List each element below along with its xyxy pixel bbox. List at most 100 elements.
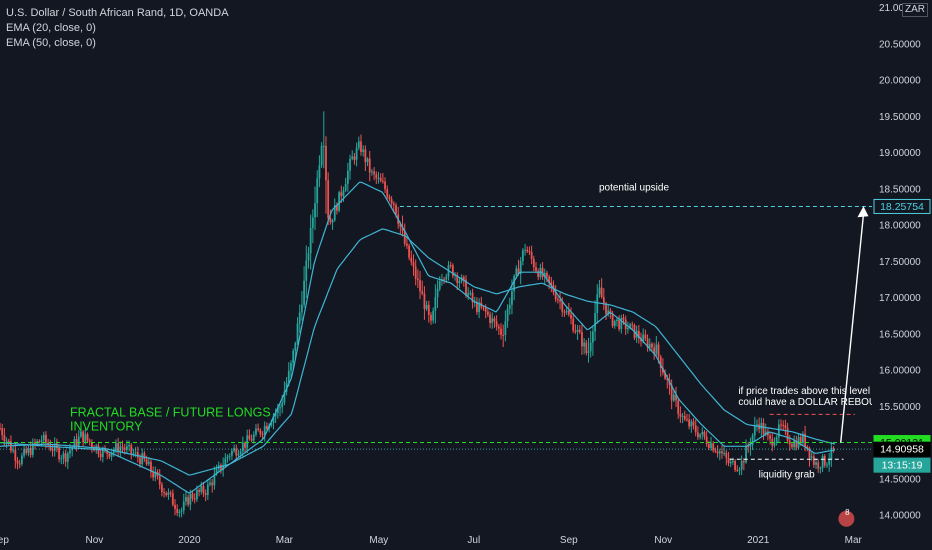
candle-body	[701, 431, 704, 435]
candle-body	[252, 434, 255, 441]
candle-body	[672, 394, 675, 401]
candle-body	[408, 245, 411, 258]
candle-body	[139, 457, 141, 465]
candle-body	[756, 424, 758, 427]
candle-body	[740, 461, 743, 470]
candle-body	[631, 324, 634, 326]
candle-body	[237, 454, 240, 456]
candle-body	[502, 334, 505, 336]
candle-body	[535, 267, 537, 272]
candle-body	[401, 226, 404, 231]
candle-body	[392, 203, 395, 205]
candle-body	[279, 407, 281, 409]
candle-body	[688, 419, 691, 427]
candle-body	[788, 440, 791, 445]
ema20-line	[0, 181, 836, 494]
candle-body	[694, 425, 697, 433]
candle-body	[528, 251, 531, 253]
candle-body	[261, 434, 264, 436]
candle-body	[381, 180, 384, 182]
candle-body	[513, 275, 516, 292]
candle-body	[101, 449, 104, 458]
candle-body	[193, 498, 196, 500]
candle-body	[259, 430, 262, 435]
upside-arrow-head	[857, 206, 869, 218]
candle-body	[143, 453, 146, 460]
candle-body	[66, 453, 69, 462]
candle-body	[751, 435, 754, 445]
candle-body	[329, 217, 332, 223]
candle-body	[0, 428, 1, 430]
candle-body	[314, 203, 316, 218]
candle-body	[351, 156, 354, 159]
candle-body	[1, 428, 4, 436]
candle-body	[681, 415, 684, 417]
candle-body	[745, 446, 747, 463]
candle-body	[331, 220, 334, 223]
candle-body	[14, 450, 17, 461]
candle-body	[670, 384, 673, 401]
candle-body	[793, 440, 796, 448]
candle-body	[589, 342, 592, 352]
candle-body	[541, 267, 544, 277]
candle-body	[128, 444, 130, 447]
candle-body	[655, 344, 658, 354]
candle-body	[714, 450, 717, 452]
candle-body	[412, 262, 415, 267]
candle-body	[182, 501, 185, 511]
candle-body	[764, 431, 767, 435]
candle-body	[42, 434, 45, 441]
candle-body	[570, 314, 572, 319]
candle-body	[373, 171, 376, 175]
candle-body	[607, 310, 610, 314]
chart-legend: U.S. Dollar / South African Rand, 1D, OA…	[6, 6, 229, 51]
x-tick-label: Mar	[276, 535, 294, 546]
candle-body	[228, 455, 231, 457]
ema50-line	[0, 228, 836, 476]
x-tick-label: May	[369, 535, 388, 546]
candle-body	[449, 265, 452, 267]
candle-body	[125, 446, 128, 450]
candle-body	[115, 443, 117, 451]
candle-body	[285, 382, 288, 392]
price-tag-box	[873, 457, 931, 473]
candle-body	[500, 328, 502, 335]
candle-body	[467, 293, 470, 296]
candle-body	[823, 455, 826, 466]
candle-body	[75, 439, 78, 446]
ema50-legend: EMA (50, close, 0)	[6, 37, 96, 49]
candle-body	[357, 141, 360, 148]
inventory-label: INVENTORY	[70, 419, 143, 433]
candle-body	[379, 177, 382, 181]
price-tag-label: 13:15:19	[882, 460, 923, 472]
candle-body	[476, 302, 478, 313]
candle-body	[591, 331, 594, 343]
candle-body	[795, 440, 798, 448]
candle-body	[344, 183, 347, 191]
candle-body	[189, 493, 192, 505]
y-tick-label: 19.50000	[879, 112, 921, 123]
candle-body	[806, 446, 809, 449]
candle-body	[244, 442, 246, 448]
candle-body	[213, 473, 216, 486]
candle-body	[80, 431, 82, 437]
y-tick-label: 20.00000	[879, 76, 921, 87]
candle-body	[340, 192, 343, 197]
candle-body	[246, 435, 249, 448]
candle-body	[438, 281, 441, 290]
candle-body	[729, 461, 732, 464]
candle-body	[185, 497, 187, 502]
candle-body	[395, 204, 397, 215]
candle-body	[305, 260, 308, 281]
ema20-legend: EMA (20, close, 0)	[6, 22, 96, 34]
candle-body	[215, 468, 218, 474]
y-tick-label: 21.00000	[879, 3, 921, 14]
candle-body	[620, 317, 623, 330]
candle-body	[760, 422, 763, 429]
currency-label: ZAR	[902, 3, 928, 17]
candle-body	[434, 297, 437, 311]
candle-body	[686, 419, 688, 421]
